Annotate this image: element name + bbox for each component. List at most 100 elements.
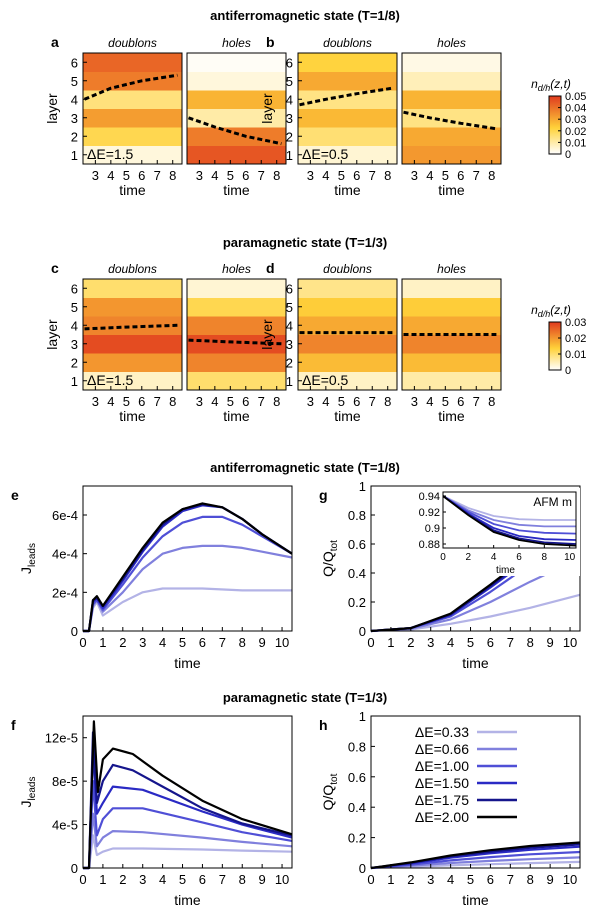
plot-frame: [370, 715, 581, 869]
subpanel-frame: [297, 278, 398, 391]
x-tick-label: 8: [239, 635, 246, 650]
colorbars: nd/h(z,t)0.050.040.030.020.010nd/h(z,t)0…: [531, 77, 586, 377]
subpanel-title: doublons: [108, 36, 157, 50]
x-tick-label: 3: [307, 168, 314, 183]
subpanel-frame: [186, 52, 287, 165]
y-tick-label: 0: [71, 624, 78, 639]
panel-letter: d: [266, 260, 275, 276]
y-tick-label: 1: [359, 709, 366, 724]
inset-y-tick-label: 0.9: [425, 523, 440, 535]
y-tick-label: 2e-4: [52, 585, 78, 600]
colorbar-tick-label: 0: [565, 149, 571, 161]
front-line: [83, 73, 178, 101]
y-tick-label: 2: [71, 355, 78, 370]
subpanel-frame: [82, 278, 183, 391]
x-tick-label: 2: [119, 635, 126, 650]
delta-e-annotation: ΔE=1.5: [87, 146, 134, 162]
heat-cell-layer-3: [402, 108, 501, 128]
y-tick-label: 6: [286, 55, 293, 70]
heat-cell-layer-1: [402, 145, 501, 165]
heat-cell-layer-6: [83, 279, 182, 298]
colorbar-gradient: [548, 321, 562, 371]
y-tick-label: 4e-5: [52, 818, 78, 833]
y-axis-label: layer: [259, 93, 275, 124]
subpanel-frame: [401, 52, 502, 165]
x-tick-label: 4: [107, 394, 114, 409]
x-tick-label: 7: [473, 168, 480, 183]
x-tick-label: 4: [159, 635, 166, 650]
x-tick-label: 3: [92, 168, 99, 183]
inset-x-tick-label: 8: [542, 552, 548, 563]
subpanel-title: doublons: [323, 36, 372, 50]
series-line-6: [370, 841, 581, 870]
x-tick-label: 6: [487, 872, 494, 887]
y-tick-label: 0.6: [348, 770, 366, 785]
section-title-afm-top: antiferromagnetic state (T=1/8): [210, 8, 400, 23]
x-tick-label: 7: [154, 394, 161, 409]
y-axis-label: Q/Qtot: [320, 773, 340, 810]
section-title-pm-top: paramagnetic state (T=1/3): [223, 235, 387, 250]
x-tick-label: 8: [273, 168, 280, 183]
inset-afm-m: AFM m 0 2 4 6 8 10 0.88 0.9 0.92 0.94 time: [395, 488, 580, 576]
x-tick-label: 8: [527, 872, 534, 887]
x-tick-label: 4: [322, 394, 329, 409]
x-tick-label: 3: [196, 394, 203, 409]
heat-cell-layer-4: [298, 316, 397, 335]
x-axis-label: time: [119, 182, 146, 198]
y-tick-label: 8e-5: [52, 774, 78, 789]
heatmap-doublons: doublons 3 4 5 6 7 8 time: [82, 36, 183, 198]
x-tick-label: 8: [488, 394, 495, 409]
y-tick-label: 4: [71, 92, 78, 107]
heat-cell-layer-1: [298, 145, 397, 165]
x-tick-label: 5: [227, 394, 234, 409]
heat-cell-layer-4: [298, 90, 397, 109]
panel-letter: h: [319, 717, 328, 733]
x-tick-label: 9: [259, 872, 266, 887]
x-tick-label: 0: [79, 635, 86, 650]
subpanel-frame: [82, 52, 183, 165]
x-tick-label: 6: [487, 635, 494, 650]
heat-cell-layer-3: [298, 334, 397, 354]
x-axis-label: time: [334, 182, 361, 198]
heatmap-doublons: doublons 3 4 5 6 7 8 time: [297, 36, 398, 198]
y-tick-label: 0.2: [348, 595, 366, 610]
x-tick-label: 10: [563, 872, 577, 887]
x-tick-label: 5: [123, 168, 130, 183]
series-line-5: [83, 503, 293, 633]
y-tick-label: 1: [71, 374, 78, 389]
heatmap-holes: holes 3 4 5 6 7 8 time: [401, 262, 502, 424]
y-axis-label: layer: [44, 93, 60, 124]
x-tick-label: 7: [369, 168, 376, 183]
y-tick-label: 1: [71, 148, 78, 163]
y-tick-label: 5: [71, 300, 78, 315]
subpanel-title: holes: [222, 262, 251, 276]
subpanel-title: holes: [437, 36, 466, 50]
x-tick-label: 5: [467, 635, 474, 650]
y-tick-label: 6: [71, 55, 78, 70]
y-tick-label: 1: [286, 374, 293, 389]
x-axis-label: time: [174, 655, 201, 671]
x-tick-label: 4: [426, 394, 433, 409]
x-tick-label: 3: [139, 872, 146, 887]
x-axis-label: time: [438, 408, 465, 424]
x-axis-label: time: [462, 892, 489, 908]
x-tick-label: 4: [426, 168, 433, 183]
x-tick-label: 10: [563, 635, 577, 650]
colorbar-pm: nd/h(z,t)0.03 0.02 0.01 0: [531, 303, 586, 377]
heat-cell-layer-6: [187, 53, 286, 72]
y-tick-label: 4: [286, 318, 293, 333]
y-tick-label: 6e-4: [52, 508, 78, 523]
plot-frame: [82, 485, 293, 632]
heat-cell-layer-5: [187, 297, 286, 317]
y-tick-label: 3: [286, 337, 293, 352]
x-tick-label: 5: [338, 394, 345, 409]
y-tick-label: 0.2: [348, 831, 366, 846]
inset-frame: [442, 491, 577, 549]
heatmap-doublons: doublons 3 4 5 6 7 8 time: [297, 262, 398, 424]
x-tick-label: 3: [196, 168, 203, 183]
y-axis-label: Q/Qtot: [320, 540, 340, 577]
